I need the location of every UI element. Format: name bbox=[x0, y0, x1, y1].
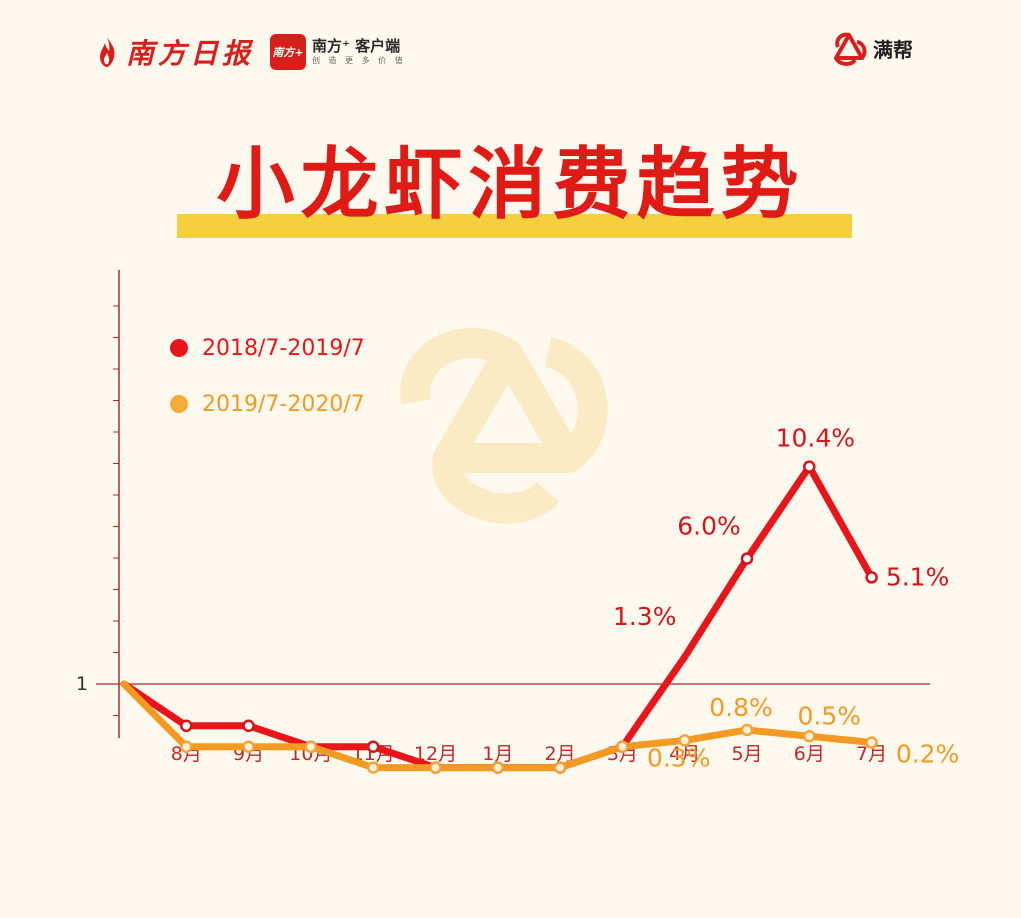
legend-label-series-a: 2018/7-2019/7 bbox=[202, 335, 365, 361]
data-point-b bbox=[429, 761, 442, 774]
data-point-b bbox=[180, 740, 193, 753]
data-point-b bbox=[803, 730, 816, 743]
legend-item-series-a: 2018/7-2019/7 bbox=[170, 330, 365, 366]
manbang-logo-icon bbox=[834, 32, 867, 66]
legend-label-series-b: 2019/7-2020/7 bbox=[202, 391, 365, 417]
x-tick-label: 2月 bbox=[545, 743, 576, 765]
data-label-b: 0.8% bbox=[709, 693, 773, 722]
title-highlight-bar bbox=[177, 214, 852, 238]
labels-layer: 1.3% 6.0% 10.4% 5.1% 0.3% 0.8% 0.5% 0.2% bbox=[613, 424, 959, 773]
flame-icon bbox=[100, 37, 115, 67]
legend-dot-series-a bbox=[170, 339, 188, 357]
x-tick-label: 7月 bbox=[856, 743, 887, 765]
y-tick-label: 1 bbox=[76, 673, 88, 695]
x-tick-label: 6月 bbox=[794, 743, 825, 765]
data-label-a: 6.0% bbox=[677, 512, 741, 541]
x-tick-label: 1月 bbox=[482, 743, 513, 765]
data-point-a bbox=[180, 719, 193, 733]
x-tick-label: 12月 bbox=[414, 743, 457, 765]
page-title: 小龙虾消费趋势 bbox=[216, 140, 805, 230]
brand-name: 南方日报 bbox=[126, 37, 255, 70]
data-point-a bbox=[242, 719, 255, 733]
data-point-b bbox=[491, 761, 505, 774]
legend-item-series-b: 2019/7-2020/7 bbox=[170, 386, 365, 422]
x-tick-label: 4月 bbox=[669, 743, 700, 765]
data-point-a bbox=[865, 571, 878, 584]
data-point-b bbox=[304, 740, 318, 753]
header-left-logos: 南方日报 南方+ 南方⁺ 客户端 创 造 更 多 价 值 bbox=[96, 28, 406, 76]
app-icon: 南方+ bbox=[270, 34, 307, 70]
data-label-b: 0.3% bbox=[647, 743, 711, 772]
app-text: 南方⁺ 客户端 创 造 更 多 价 值 bbox=[312, 38, 406, 66]
nanfang-daily-logo: 南方日报 bbox=[96, 32, 254, 72]
data-point-a bbox=[803, 460, 816, 473]
app-logo: 南方+ 南方⁺ 客户端 创 造 更 多 价 值 bbox=[270, 34, 406, 70]
series-layer bbox=[120, 460, 878, 774]
data-label-a: 10.4% bbox=[776, 424, 855, 453]
app-slogan: 创 造 更 多 价 值 bbox=[312, 56, 406, 66]
data-label-a: 5.1% bbox=[886, 562, 950, 591]
legend-dot-series-b bbox=[170, 395, 188, 413]
x-tick-label: 5月 bbox=[731, 743, 762, 765]
data-label-b: 0.5% bbox=[798, 701, 862, 730]
watermark-logo-icon bbox=[400, 328, 608, 524]
chart-legend: 2018/7-2019/7 2019/7-2020/7 bbox=[170, 330, 365, 442]
data-point-a bbox=[740, 552, 754, 565]
header-right-logo: 满帮 bbox=[831, 30, 913, 66]
data-point-b bbox=[242, 740, 255, 753]
data-label-a: 1.3% bbox=[613, 602, 677, 631]
data-point-b bbox=[616, 740, 629, 753]
partner-name: 满帮 bbox=[873, 37, 913, 62]
data-point-b bbox=[740, 723, 754, 737]
app-name: 南方⁺ 客户端 bbox=[312, 36, 401, 55]
data-label-b: 0.2% bbox=[896, 740, 960, 769]
data-point-b bbox=[678, 734, 691, 747]
data-point-b bbox=[366, 761, 380, 774]
data-point-b bbox=[553, 761, 567, 774]
data-point-a bbox=[366, 740, 380, 753]
data-point-b bbox=[865, 736, 878, 749]
